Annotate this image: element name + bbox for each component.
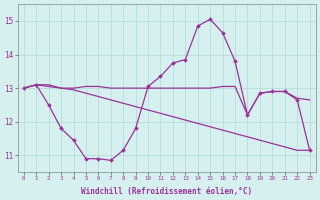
X-axis label: Windchill (Refroidissement éolien,°C): Windchill (Refroidissement éolien,°C) xyxy=(81,187,252,196)
